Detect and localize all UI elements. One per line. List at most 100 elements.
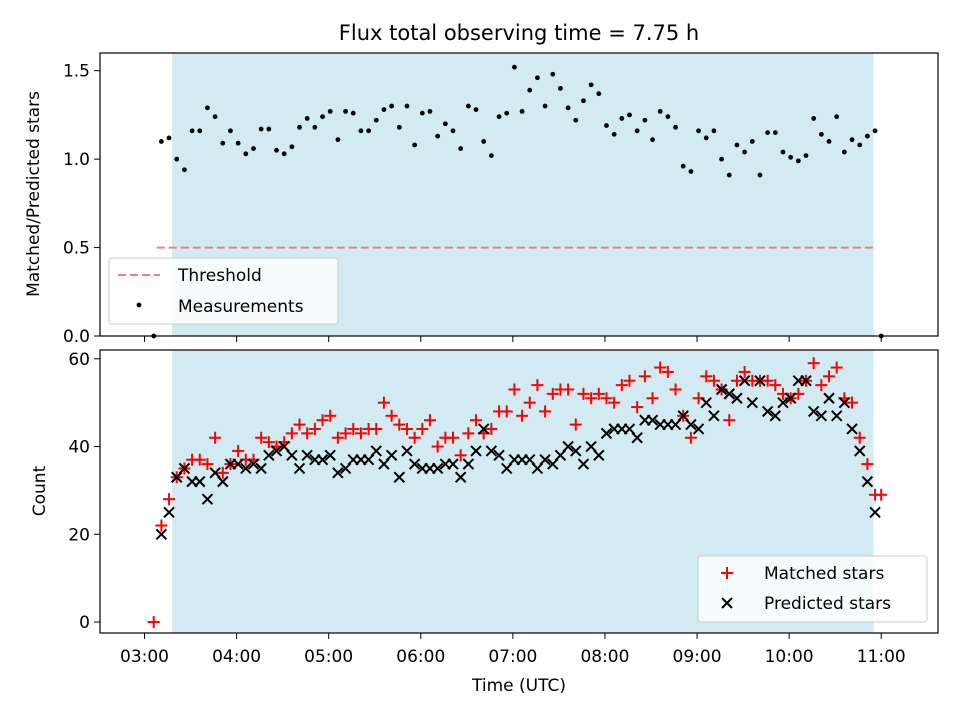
measurement-point	[427, 108, 433, 114]
measurement-point	[511, 64, 517, 70]
matched-star-point	[562, 383, 575, 396]
measurement-point	[749, 139, 755, 144]
ratio-y-tick-label: 1.5	[63, 62, 90, 82]
matched-star-point	[707, 374, 720, 387]
measurement-point	[258, 126, 264, 132]
x-tick-label: 11:00	[857, 647, 906, 667]
predicted-star-point	[570, 445, 582, 457]
matched-star-point	[201, 458, 214, 471]
matched-star-point	[423, 414, 436, 427]
measurement-point	[542, 103, 548, 109]
predicted-star-point	[163, 506, 175, 519]
predicted-star-points	[155, 375, 881, 540]
predicted-star-point	[240, 462, 252, 475]
predicted-star-point	[370, 445, 382, 457]
predicted-star-point	[324, 449, 336, 462]
measurement-point	[266, 126, 272, 132]
measurement-point	[726, 172, 732, 178]
matched-star-point	[830, 361, 843, 374]
measurement-point	[419, 110, 425, 116]
measurement-point	[304, 116, 310, 121]
measurement-point	[465, 103, 471, 109]
measurement-point	[442, 121, 448, 127]
ratio-y-tick-label: 1.0	[63, 150, 90, 170]
matched-star-point	[769, 379, 782, 392]
measurement-point	[212, 114, 218, 120]
matched-star-point	[531, 379, 544, 392]
measurement-point	[373, 117, 379, 123]
matched-star-point	[209, 431, 222, 444]
matched-star-point	[308, 422, 321, 435]
matched-star-point	[331, 431, 344, 444]
measurement-point	[197, 128, 203, 134]
predicted-star-point	[301, 449, 313, 462]
matched-star-point	[500, 405, 513, 418]
measurement-point	[558, 85, 563, 91]
matched-star-point	[147, 616, 160, 629]
matched-star-point	[761, 374, 774, 387]
matched-star-point	[861, 458, 874, 471]
measurement-point	[389, 103, 395, 109]
measurement-point	[742, 149, 748, 155]
predicted-star-point	[178, 462, 191, 475]
measurement-point	[596, 91, 602, 97]
ratio-y-axis-label: Matched/Predicted stars	[24, 91, 44, 297]
legend-predicted-label: Predicted stars	[764, 594, 891, 614]
measurement-point	[864, 133, 870, 139]
x-tick-label: 05:00	[304, 647, 353, 667]
matched-star-point	[577, 387, 590, 400]
measurement-point	[634, 128, 640, 134]
predicted-star-point	[838, 396, 851, 409]
predicted-star-point	[255, 462, 267, 475]
predicted-star-point	[769, 410, 782, 422]
predicted-star-point	[646, 414, 659, 426]
matched-star-point	[255, 431, 268, 444]
predicted-star-point	[723, 388, 735, 400]
measurement-point	[281, 151, 287, 157]
predicted-star-point	[562, 440, 574, 453]
measurement-point	[757, 172, 763, 178]
matched-star-point	[592, 387, 605, 400]
measurement-point	[473, 107, 479, 112]
measurement-point	[841, 149, 847, 155]
legend-matched-label: Matched stars	[764, 564, 884, 584]
matched-star-point	[454, 449, 467, 462]
measurement-point	[412, 142, 418, 148]
matched-star-point	[600, 392, 613, 405]
predicted-star-point	[784, 392, 797, 404]
ratio-panel-frame	[99, 52, 939, 337]
measurement-point	[343, 108, 348, 114]
measurement-point	[235, 140, 241, 146]
count-y-tick-label: 20	[68, 525, 90, 545]
predicted-star-point	[201, 493, 214, 505]
matched-star-point	[232, 444, 245, 457]
predicted-star-point	[846, 423, 858, 435]
matched-star-point	[400, 422, 413, 435]
matched-star-point	[262, 436, 275, 449]
predicted-star-point	[800, 375, 812, 387]
count-y-axis-label: Count	[30, 465, 50, 516]
matched-star-point	[508, 383, 521, 396]
ratio-legend: Threshold Measurements	[108, 257, 339, 325]
measurement-point	[350, 110, 356, 116]
matched-star-point	[516, 409, 529, 422]
predicted-star-point	[286, 449, 298, 462]
matched-star-point	[661, 365, 674, 378]
matched-star-point	[155, 519, 168, 532]
predicted-star-point	[600, 427, 613, 440]
measurement-point	[550, 71, 556, 77]
matched-star-point	[293, 418, 306, 431]
x-tick-label: 06:00	[396, 647, 445, 667]
legend-threshold-label: Threshold	[177, 266, 262, 286]
count-panel: 0 20 40 60 03:00 04:00 05:00 06:00 07:00 08:00 09…	[30, 349, 939, 696]
count-y-tick-label: 0	[79, 613, 90, 633]
matched-star-point	[347, 422, 360, 435]
predicted-star-point	[232, 458, 244, 470]
x-tick-label: 09:00	[673, 647, 722, 667]
predicted-star-point	[194, 475, 206, 488]
matched-star-point	[546, 387, 559, 400]
predicted-star-point	[731, 392, 743, 404]
measurement-point	[504, 110, 510, 116]
matched-star-point	[684, 431, 697, 444]
x-tick-label: 08:00	[580, 647, 629, 667]
